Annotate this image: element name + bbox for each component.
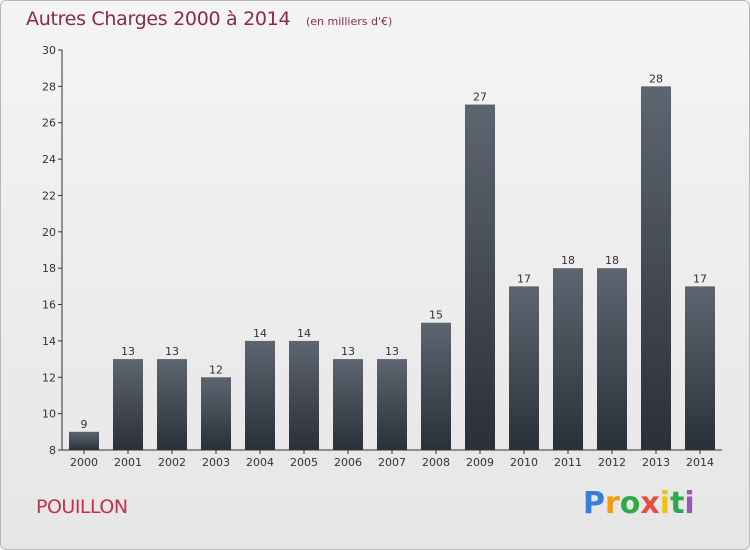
data-label: 14: [253, 327, 267, 340]
bar: [641, 86, 671, 450]
logo-letter: i: [659, 486, 671, 521]
y-tick-label: 22: [42, 189, 56, 202]
commune-name: POUILLON: [36, 496, 128, 518]
data-label: 13: [121, 345, 135, 358]
y-tick-label: 8: [49, 444, 56, 457]
bar: [113, 359, 143, 450]
logo-letter: x: [640, 486, 660, 521]
y-tick-label: 24: [42, 153, 56, 166]
bar: [69, 431, 99, 450]
chart-title: Autres Charges 2000 à 2014: [26, 8, 291, 30]
x-tick-label: 2006: [334, 456, 362, 469]
x-tick-label: 2002: [158, 456, 186, 469]
x-tick-label: 2009: [466, 456, 494, 469]
data-label: 13: [385, 345, 399, 358]
x-tick-label: 2012: [598, 456, 626, 469]
bar: [685, 286, 715, 450]
bar: [553, 268, 583, 450]
logo-letter: i: [684, 486, 695, 521]
y-tick-label: 14: [42, 335, 56, 348]
data-label: 18: [605, 254, 619, 267]
x-tick-label: 2014: [686, 456, 714, 469]
proxiti-logo: Proxiti: [583, 486, 695, 521]
bar: [157, 359, 187, 450]
data-label: 15: [429, 309, 443, 322]
data-label: 13: [165, 345, 179, 358]
data-label: 12: [209, 363, 223, 376]
bar: [597, 268, 627, 450]
bar: [509, 286, 539, 450]
x-tick-label: 2013: [642, 456, 670, 469]
logo-letter: t: [670, 486, 685, 521]
bar: [333, 359, 363, 450]
bar: [289, 340, 319, 450]
y-tick-label: 16: [42, 299, 56, 312]
bar: [421, 322, 451, 450]
data-label: 9: [81, 418, 88, 431]
x-tick-label: 2008: [422, 456, 450, 469]
x-tick-label: 2011: [554, 456, 582, 469]
x-tick-label: 2003: [202, 456, 230, 469]
y-tick-label: 12: [42, 371, 56, 384]
x-tick-label: 2010: [510, 456, 538, 469]
x-tick-label: 2001: [114, 456, 142, 469]
x-tick-label: 2007: [378, 456, 406, 469]
logo-letter: o: [619, 486, 641, 521]
logo-letter: r: [605, 486, 620, 521]
logo-letter: P: [583, 486, 605, 521]
y-tick-label: 10: [42, 408, 56, 421]
y-tick-label: 30: [42, 44, 56, 57]
bar: [201, 377, 231, 450]
y-tick-label: 28: [42, 80, 56, 93]
y-tick-label: 20: [42, 226, 56, 239]
x-tick-label: 2000: [70, 456, 98, 469]
chart-subtitle: (en milliers d'€): [306, 15, 393, 28]
data-label: 18: [561, 254, 575, 267]
data-label: 17: [517, 272, 531, 285]
x-tick-label: 2005: [290, 456, 318, 469]
bar: [245, 340, 275, 450]
bar: [377, 359, 407, 450]
data-label: 27: [473, 91, 487, 104]
x-tick-label: 2004: [246, 456, 274, 469]
data-label: 28: [649, 72, 663, 85]
data-label: 13: [341, 345, 355, 358]
data-label: 17: [693, 272, 707, 285]
y-tick-label: 26: [42, 117, 56, 130]
data-label: 14: [297, 327, 311, 340]
bar: [465, 104, 495, 450]
y-tick-label: 18: [42, 262, 56, 275]
